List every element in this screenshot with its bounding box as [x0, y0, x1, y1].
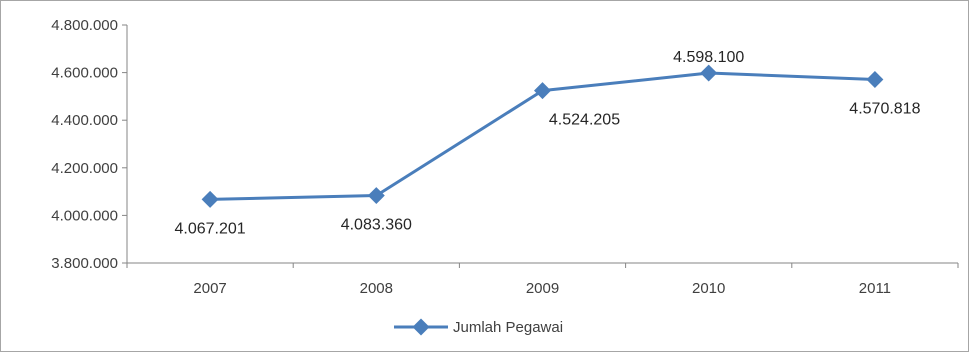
x-tick-label: 2007: [193, 280, 226, 297]
data-label: 4.067.201: [175, 220, 246, 237]
legend-label: Jumlah Pegawai: [453, 319, 563, 336]
legend-marker: [412, 318, 430, 336]
data-label: 4.083.360: [341, 217, 412, 234]
y-tick-label: 4.200.000: [51, 160, 118, 177]
y-tick-label: 4.000.000: [51, 207, 118, 224]
data-point: [700, 64, 718, 82]
data-point: [367, 187, 385, 205]
y-tick-label: 4.600.000: [51, 65, 118, 82]
axes: [126, 25, 958, 264]
x-axis-ticks: 2007 2008 2009 2010 2011: [126, 263, 959, 297]
data-label: 4.524.205: [549, 112, 620, 129]
x-tick-label: 2008: [360, 280, 393, 297]
y-tick-label: 4.800.000: [51, 17, 118, 34]
x-tick-label: 2011: [859, 280, 891, 297]
y-tick-label: 3.800.000: [51, 255, 118, 272]
data-point: [201, 190, 219, 208]
data-label: 4.598.100: [673, 49, 744, 66]
legend: Jumlah Pegawai: [394, 318, 563, 336]
data-point: [866, 71, 884, 89]
x-tick-label: 2010: [692, 280, 725, 297]
data-label: 4.570.818: [849, 101, 920, 118]
x-tick-label: 2009: [526, 280, 559, 297]
data-point: [534, 82, 551, 100]
series-group: 4.067.201 4.083.360 4.524.205 4.598.100 4.57…: [175, 49, 921, 237]
y-tick-label: 4.400.000: [51, 112, 118, 129]
y-axis-ticks: 3.800.000 4.000.000 4.200.000 4.400.000 4.60…: [51, 17, 127, 272]
